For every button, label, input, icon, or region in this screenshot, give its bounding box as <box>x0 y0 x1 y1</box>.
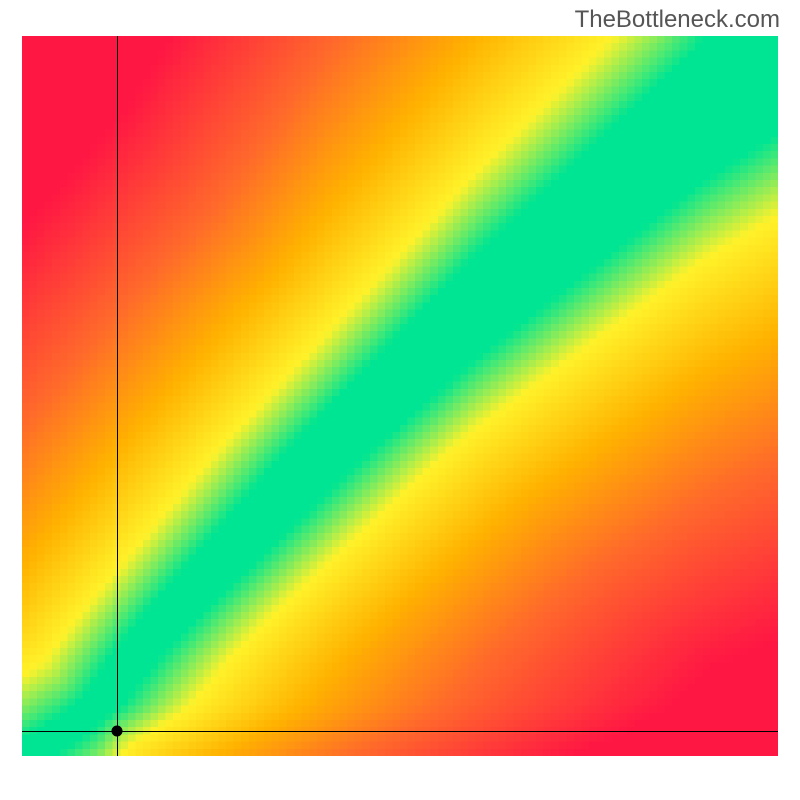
watermark-text: TheBottleneck.com <box>575 6 780 34</box>
bottleneck-heatmap <box>22 36 778 756</box>
selection-marker-dot <box>111 725 122 736</box>
crosshair-horizontal <box>22 731 778 732</box>
heatmap-plot-area <box>22 36 778 756</box>
crosshair-vertical <box>117 36 118 756</box>
